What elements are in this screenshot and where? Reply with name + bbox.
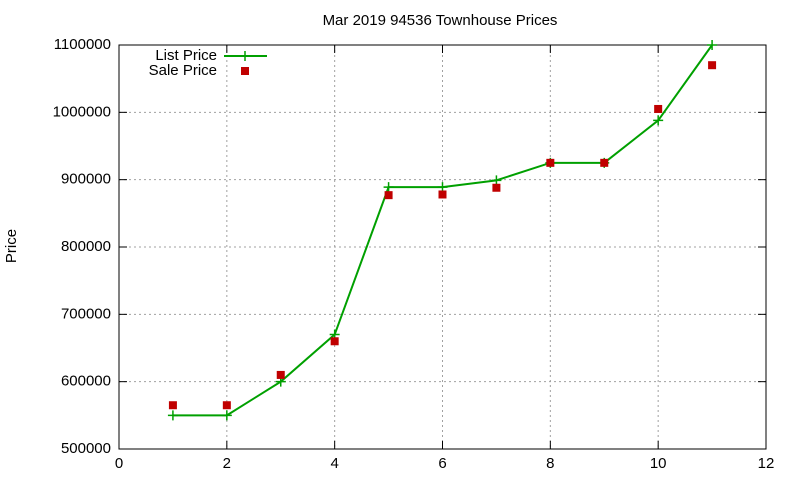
data-point <box>437 182 448 193</box>
data-point <box>276 370 285 379</box>
data-point <box>492 183 501 192</box>
x-tick-label: 10 <box>650 455 667 472</box>
x-tick-label: 8 <box>546 455 554 472</box>
data-point <box>167 410 178 421</box>
x-tick-label: 12 <box>758 455 775 472</box>
y-tick-label: 700000 <box>61 305 111 322</box>
y-tick-label: 900000 <box>61 171 111 188</box>
data-point <box>600 158 609 167</box>
data-point <box>168 401 177 410</box>
y-tick-label: 1100000 <box>54 36 111 53</box>
data-point <box>546 158 555 167</box>
plot-border <box>118 44 767 450</box>
y-tick-label: 500000 <box>61 440 111 457</box>
x-tick-label: 2 <box>223 455 231 472</box>
legend-label: Sale Price <box>149 62 217 79</box>
chart-title: Mar 2019 94536 Townhouse Prices <box>323 12 558 29</box>
legend-label: List Price <box>155 47 217 64</box>
data-point <box>438 190 447 199</box>
data-point <box>330 337 339 346</box>
x-tick-label: 0 <box>115 455 123 472</box>
data-point <box>654 104 663 113</box>
legend-marker <box>240 51 250 61</box>
y-tick-label: 600000 <box>61 373 111 390</box>
data-point <box>707 40 718 50</box>
data-point <box>653 115 664 126</box>
data-point <box>383 182 394 193</box>
y-tick-label: 1000000 <box>53 103 111 120</box>
data-point <box>384 191 393 200</box>
x-tick-label: 4 <box>330 455 338 472</box>
y-tick-label: 800000 <box>61 238 111 255</box>
legend-marker <box>241 67 249 75</box>
data-point <box>222 401 231 410</box>
data-point <box>708 61 717 70</box>
data-point <box>221 410 232 421</box>
data-point <box>491 175 502 186</box>
y-axis-label: Price <box>3 229 20 263</box>
x-tick-label: 6 <box>438 455 446 472</box>
